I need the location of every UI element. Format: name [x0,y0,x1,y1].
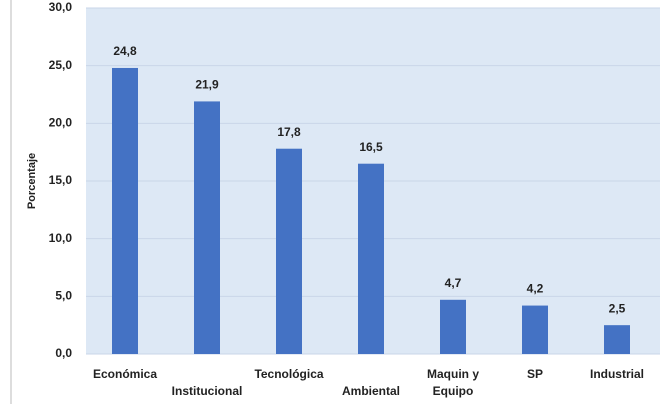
y-tick-label: 15,0 [49,173,73,187]
bar [522,305,548,354]
data-label: 4,7 [445,276,462,290]
y-tick-label: 30,0 [49,0,73,14]
data-label: 24,8 [113,44,137,58]
bar [276,148,302,354]
data-label: 2,5 [609,301,626,315]
x-tick-label: SP [527,367,543,381]
data-label: 17,8 [277,125,301,139]
x-tick-label: Industrial [590,367,644,381]
data-label: 4,2 [527,282,544,296]
data-label: 16,5 [359,140,383,154]
data-label: 21,9 [195,78,219,92]
x-tick-label: Ambiental [342,384,400,398]
y-tick-label: 5,0 [55,289,72,303]
bar [440,299,466,354]
y-tick-label: 20,0 [49,116,73,130]
y-tick-label: 25,0 [49,58,73,72]
bar [194,101,220,354]
x-tick-label: Institucional [172,384,243,398]
x-tick-label: Tecnológica [254,367,323,381]
x-tick-label: Económica [93,367,157,381]
bar [358,163,384,354]
bar [604,325,630,354]
y-tick-label: 0,0 [55,346,72,360]
x-tick-label: Maquin y Equipo [427,367,479,398]
y-axis-label: Porcentaje [26,153,38,209]
y-tick-label: 10,0 [49,231,73,245]
x-tick-label-line: Maquin y [427,367,479,381]
x-tick-label-line: Equipo [433,384,474,398]
bar [112,67,138,355]
